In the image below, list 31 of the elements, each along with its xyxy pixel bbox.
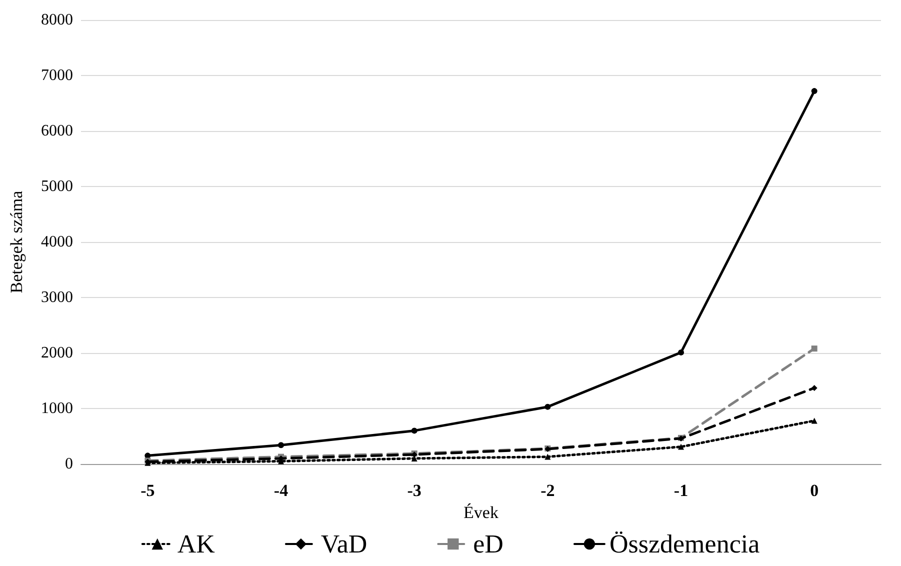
x-tick-label: -5 <box>140 481 155 500</box>
point <box>544 454 551 460</box>
y-tick-label: 1000 <box>41 400 73 417</box>
point <box>811 88 818 94</box>
point <box>678 444 684 450</box>
legend-label: Összdemencia <box>609 530 760 558</box>
point <box>678 349 684 356</box>
y-tick-label: 2000 <box>41 344 73 362</box>
point <box>811 384 818 391</box>
legend-label: eD <box>473 530 504 558</box>
x-tick-label: -4 <box>274 481 289 500</box>
y-axis-title: Betegek száma <box>7 190 26 294</box>
x-tick-label: -3 <box>407 481 422 500</box>
x-tick-label: -2 <box>540 481 555 500</box>
y-tick-label: 6000 <box>41 122 73 140</box>
y-tick-label: 0 <box>65 456 73 472</box>
y-tick-label: 8000 <box>41 12 73 28</box>
legend-label: VaD <box>320 530 368 558</box>
x-tick-label: 0 <box>810 481 819 500</box>
y-tick-label: 4000 <box>41 234 73 250</box>
y-tick-label: 3000 <box>41 289 73 306</box>
point <box>278 442 284 448</box>
legend-label: AK <box>177 530 216 558</box>
y-tick-label: 5000 <box>41 178 73 195</box>
point <box>811 346 818 352</box>
point <box>544 404 551 410</box>
point <box>811 418 818 424</box>
point <box>411 428 418 434</box>
y-tick-label: 7000 <box>41 67 73 84</box>
x-tick-label: -1 <box>674 481 688 500</box>
x-axis-title: Évek <box>464 502 499 522</box>
